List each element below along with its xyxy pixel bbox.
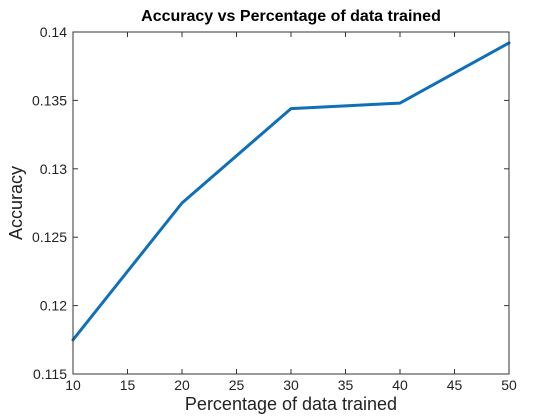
ticks-group [72,31,510,375]
plot-group [71,41,511,342]
y-tick-label: 0.14 [40,24,67,40]
x-tick-label: 15 [120,377,136,393]
series-line [71,41,511,342]
x-tick-label: 20 [174,377,190,393]
y-tick-label: 0.125 [32,229,67,245]
y-tick-label: 0.115 [33,366,67,382]
chart-title: Accuracy vs Percentage of data trained [141,8,441,25]
x-tick-label: 30 [283,377,299,393]
y-tick-label: 0.13 [40,161,67,177]
x-tick-label: 50 [501,377,517,393]
x-tick-label: 40 [392,377,408,393]
x-tick-label: 25 [229,377,245,393]
y-tick-label: 0.12 [40,298,67,314]
x-axis-label: Percentage of data trained [185,394,397,414]
x-tick-label: 35 [338,377,354,393]
y-tick-label: 0.135 [32,92,67,108]
x-tick-label: 10 [65,377,81,393]
x-tick-label: 45 [447,377,463,393]
plot-frame [72,31,510,375]
tick-labels-group: 10 15 20 25 30 35 40 45 50 0.115 0.12 0.125 0.13 0.13… [32,24,517,393]
y-axis-label: Accuracy [6,166,26,240]
